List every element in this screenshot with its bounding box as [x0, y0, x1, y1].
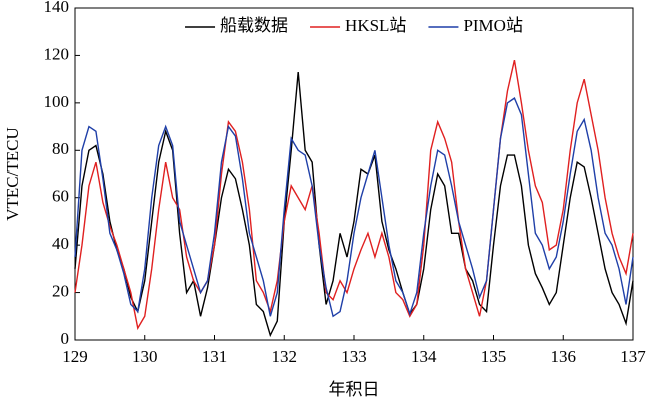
x-tick-label: 136: [551, 347, 577, 366]
y-tick-label: 120: [44, 44, 70, 63]
y-tick-label: 80: [52, 139, 69, 158]
x-tick-label: 133: [341, 347, 367, 366]
series-line: [74, 97, 634, 318]
x-tick-label: 137: [620, 347, 646, 366]
y-tick-label: 100: [44, 92, 70, 111]
x-tick-label: 130: [132, 347, 158, 366]
series-line: [74, 60, 634, 331]
y-axis-label: VTEC/TECU: [3, 127, 22, 221]
plot-frame: [74, 7, 634, 341]
legend-label: PIMO站: [463, 16, 523, 35]
legend-label: HKSL站: [345, 16, 406, 35]
legend-label: 船载数据: [220, 16, 288, 35]
y-tick-label: 0: [61, 329, 70, 348]
series-line: [74, 71, 634, 338]
x-tick-label: 134: [411, 347, 437, 366]
x-tick-label: 131: [202, 347, 228, 366]
y-tick-label: 140: [44, 0, 70, 16]
y-tick-label: 40: [52, 234, 69, 253]
x-axis-label: 年积日: [329, 380, 380, 399]
x-tick-label: 132: [272, 347, 298, 366]
y-tick-label: 20: [52, 281, 69, 300]
x-tick-label: 135: [481, 347, 507, 366]
y-tick-label: 60: [52, 187, 69, 206]
legend: 船载数据 HKSL站 PIMO站: [185, 16, 523, 35]
x-tick-label: 129: [62, 347, 88, 366]
